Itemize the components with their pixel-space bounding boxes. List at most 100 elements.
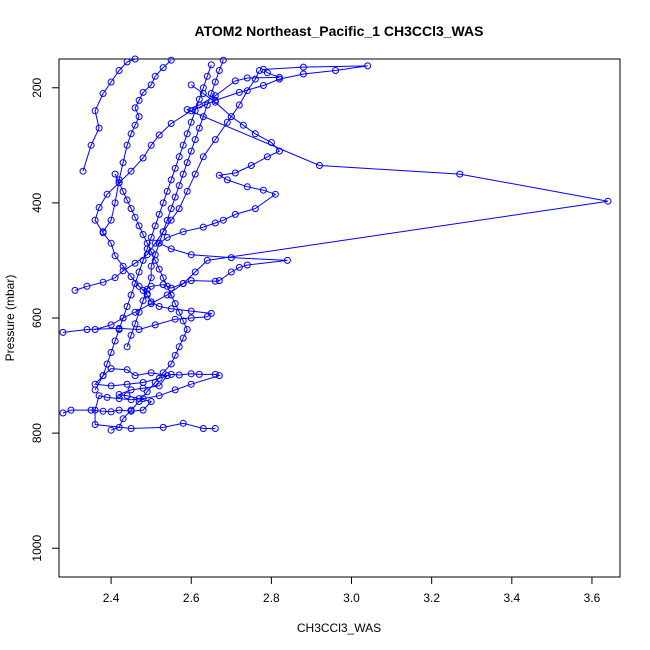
- data-point-5-7: [131, 121, 139, 129]
- x-axis-label: CH3CCl3_WAS: [297, 621, 381, 635]
- data-point-1-34: [219, 216, 227, 224]
- data-point-6-4: [139, 297, 147, 305]
- data-point-6-17: [187, 147, 195, 155]
- data-point-0-16: [147, 369, 155, 377]
- data-point-2-15: [231, 77, 239, 85]
- series-4: [79, 55, 139, 175]
- data-point-5-13: [151, 72, 159, 80]
- data-point-6-24: [215, 67, 223, 74]
- data-point-2-22: [332, 67, 339, 74]
- data-point-5-12: [147, 81, 155, 89]
- data-point-6-11: [163, 216, 171, 224]
- data-point-4-1: [87, 141, 95, 149]
- data-point-3-5: [131, 259, 139, 267]
- series-line-6: [126, 60, 224, 347]
- data-point-1-25: [283, 256, 291, 264]
- data-point-1-4: [151, 321, 159, 329]
- data-point-1-42: [231, 169, 239, 177]
- data-point-0-45: [199, 425, 207, 432]
- data-point-1-24: [243, 261, 251, 269]
- data-point-5-10: [135, 96, 143, 104]
- data-point-7-6: [119, 314, 127, 322]
- data-point-0-14: [155, 382, 163, 390]
- data-point-6-22: [207, 90, 215, 97]
- x-axis: 2.4 2.6 2.8 3.0 3.2 3.4 3.6: [103, 577, 601, 605]
- data-point-7-19: [171, 164, 179, 172]
- data-point-2-3: [131, 308, 139, 316]
- data-point-0-7: [139, 406, 147, 414]
- data-point-2-28: [187, 107, 195, 115]
- data-point-1-10: [167, 305, 175, 313]
- data-point-8-7: [159, 369, 167, 377]
- data-point-5-15: [167, 56, 175, 64]
- data-point-1-35: [231, 210, 239, 218]
- data-point-8-0: [107, 426, 115, 434]
- data-point-7-25: [195, 95, 203, 103]
- data-point-0-34: [155, 392, 163, 400]
- data-point-6-12: [167, 205, 175, 213]
- series-line-1: [62, 84, 288, 333]
- data-point-0-12: [127, 386, 135, 394]
- data-point-1-52: [187, 81, 195, 89]
- data-point-7-15: [155, 210, 163, 218]
- data-point-1-31: [179, 228, 187, 236]
- data-point-0-31: [215, 372, 223, 380]
- data-point-0-30: [211, 370, 219, 378]
- data-point-6-6: [147, 274, 155, 282]
- data-point-0-22: [107, 382, 115, 390]
- data-point-7-1: [99, 372, 107, 380]
- data-point-0-26: [167, 370, 175, 378]
- data-point-7-8: [127, 291, 135, 299]
- series-line-4: [82, 58, 136, 172]
- data-point-7-27: [203, 72, 211, 80]
- series-line-2: [94, 65, 609, 330]
- data-point-2-32: [139, 154, 147, 162]
- series-5: [99, 56, 175, 236]
- data-point-3-3: [111, 274, 119, 282]
- data-point-3-1: [83, 282, 91, 290]
- x-tick-label-0: 2.4: [103, 591, 120, 605]
- data-point-3-11: [183, 187, 191, 195]
- data-point-2-6: [179, 280, 187, 287]
- data-point-3-10: [175, 205, 183, 213]
- data-point-6-25: [219, 56, 227, 64]
- data-point-2-5: [163, 291, 171, 299]
- data-point-1-6: [187, 314, 195, 322]
- data-point-2-27: [211, 96, 219, 104]
- y-tick-label-1: 400: [30, 193, 44, 213]
- data-point-6-5: [143, 285, 151, 293]
- data-point-0-39: [95, 392, 103, 400]
- data-point-0-29: [195, 370, 203, 378]
- data-point-2-12: [183, 106, 191, 114]
- data-point-7-18: [167, 176, 175, 184]
- data-point-0-1: [67, 406, 75, 414]
- data-point-2-39: [107, 239, 115, 247]
- data-point-2-41: [119, 262, 127, 270]
- data-point-3-17: [243, 87, 251, 95]
- data-point-0-11: [115, 391, 123, 398]
- x-tick-label-1: 2.6: [183, 591, 200, 605]
- data-point-2-21: [364, 62, 372, 70]
- data-point-0-2: [87, 406, 95, 414]
- data-point-6-16: [183, 159, 191, 167]
- data-point-1-5: [171, 315, 179, 323]
- series-8: [107, 170, 191, 434]
- data-point-0-27: [175, 371, 183, 379]
- data-point-4-2: [95, 124, 103, 132]
- data-point-5-8: [135, 113, 143, 121]
- data-point-0-23: [123, 380, 131, 388]
- data-point-3-4: [119, 267, 127, 275]
- data-point-2-25: [259, 82, 267, 89]
- data-point-6-0: [123, 343, 131, 351]
- series-line-8: [110, 173, 188, 431]
- data-point-0-5: [115, 406, 123, 414]
- data-point-1-19: [187, 277, 195, 285]
- data-point-2-11: [316, 162, 323, 169]
- data-point-1-49: [227, 113, 235, 121]
- y-tick-label-0: 200: [30, 77, 44, 97]
- data-point-8-11: [179, 334, 187, 342]
- series-layer: [59, 55, 612, 434]
- data-point-6-19: [195, 124, 203, 132]
- chart-title: ATOM2 Northeast_Pacific_1 CH3CCl3_WAS: [195, 23, 484, 39]
